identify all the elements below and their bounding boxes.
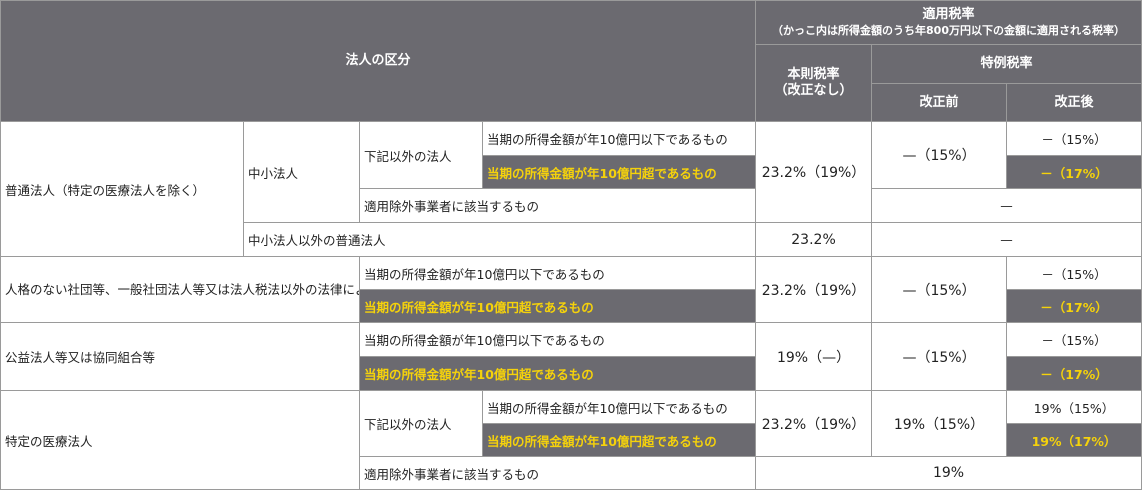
header-applied-rate-title: 適用税率: [922, 6, 975, 22]
public-interest-after-le: －（15%）: [1006, 322, 1142, 357]
header-before: 改正前: [871, 83, 1008, 122]
general-non-sme-special: —: [871, 222, 1142, 257]
public-interest-after-gt: －（17%）: [1006, 356, 1142, 391]
general-sme-label: 中小法人: [243, 121, 360, 223]
public-interest-base-rate: 19%（—）: [755, 322, 873, 391]
medical-income-le: 当期の所得金額が年10億円以下であるもの: [481, 390, 757, 424]
medical-base-rate: 23.2%（19%）: [755, 390, 873, 457]
general-after-gt: －（17%）: [1006, 155, 1142, 189]
unincorporated-base-rate: 23.2%（19%）: [755, 256, 873, 323]
general-other-label: 下記以外の法人: [359, 121, 483, 189]
medical-excluded-label: 適用除外事業者に該当するもの: [358, 456, 757, 490]
header-special-rate: 特例税率: [871, 44, 1142, 84]
header-applied-rate-note: （かっこ内は所得金額のうち年800万円以下の金額に適用される税率）: [772, 23, 1125, 37]
header-base-rate-title: 本則税率: [787, 67, 840, 82]
medical-after-le: 19%（15%）: [1006, 390, 1142, 424]
public-interest-before-rate: —（15%）: [871, 322, 1008, 391]
unincorporated-income-le: 当期の所得金額が年10億円以下であるもの: [358, 256, 757, 290]
medical-income-gt: 当期の所得金額が年10億円超であるもの: [481, 423, 757, 457]
unincorporated-before-rate: —（15%）: [871, 256, 1008, 323]
general-excluded-label: 適用除外事業者に該当するもの: [358, 188, 757, 223]
general-after-le: －（15%）: [1006, 121, 1142, 156]
general-income-gt: 当期の所得金額が年10億円超であるもの: [481, 155, 757, 189]
general-label: 普通法人（特定の医療法人を除く）: [0, 121, 244, 257]
unincorporated-after-le: －（15%）: [1006, 256, 1142, 290]
public-interest-income-gt: 当期の所得金額が年10億円超であるもの: [358, 356, 757, 391]
general-income-le: 当期の所得金額が年10億円以下であるもの: [481, 121, 757, 156]
general-base-rate: 23.2%（19%）: [755, 121, 873, 223]
unincorporated-after-gt: －（17%）: [1006, 289, 1142, 323]
general-excluded-special: —: [871, 188, 1142, 223]
public-interest-label: 公益法人等又は協同組合等: [0, 322, 360, 391]
general-non-sme-label: 中小法人以外の普通法人: [242, 222, 757, 257]
header-applied-rate: 適用税率 （かっこ内は所得金額のうち年800万円以下の金額に適用される税率）: [755, 0, 1142, 45]
general-before-rate: —（15%）: [871, 121, 1008, 189]
medical-before-rate: 19%（15%）: [871, 390, 1008, 457]
medical-label: 特定の医療法人: [0, 390, 360, 490]
medical-after-gt: 19%（17%）: [1006, 423, 1142, 457]
medical-excluded-rate: 19%: [755, 456, 1142, 490]
general-non-sme-base: 23.2%: [755, 222, 873, 257]
header-category: 法人の区分: [0, 0, 757, 122]
header-base-rate-note: （改正なし）: [774, 83, 853, 98]
unincorporated-income-gt: 当期の所得金額が年10億円超であるもの: [358, 289, 757, 323]
header-after: 改正後: [1006, 83, 1142, 122]
public-interest-income-le: 当期の所得金額が年10億円以下であるもの: [358, 322, 757, 357]
unincorporated-label: 人格のない社団等、一般社団法人等又は法人税法以外の法律によって公益法人等とみなさ…: [0, 256, 360, 323]
medical-other-label: 下記以外の法人: [359, 390, 483, 457]
header-base-rate: 本則税率 （改正なし）: [755, 44, 873, 122]
